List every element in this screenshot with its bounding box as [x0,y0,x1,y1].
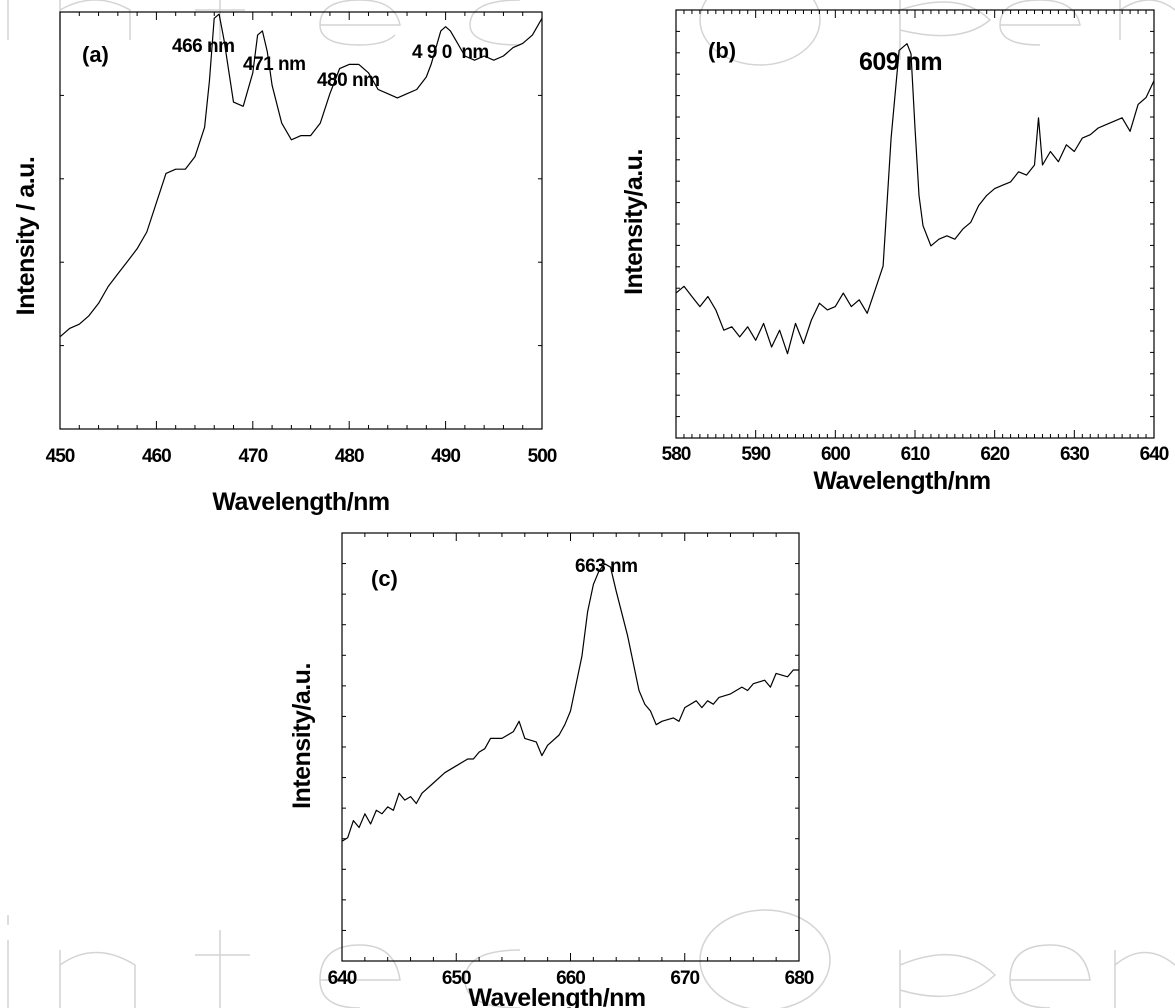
x-tick-label: 580 [662,444,691,465]
x-tick-label: 640 [328,968,357,989]
panel-c-spectrum-line [341,563,799,842]
peak-label-663: 663 nm [575,556,637,577]
x-tick-label: 660 [556,968,585,989]
x-tick-label: 590 [741,444,770,465]
panel-a-ticks [59,12,543,429]
panel-b-label: (b) [708,38,736,63]
x-tick-label: 610 [901,444,930,465]
panel-a-spectrum-line [59,13,543,338]
x-tick-label: 490 [431,446,460,467]
panel-a-plot-frame [59,11,543,430]
x-tick-label: 600 [821,444,850,465]
watermark [7,0,1175,1008]
panel-a-label: (a) [82,42,109,67]
panel-b-ticks [675,10,1155,438]
panel-a: (a) 466 nm 471 nm 480 nm 4 9 0 nm 450 460… [12,11,558,516]
panel-b-x-axis-title: Wavelength/nm [813,467,990,495]
x-tick-label: 450 [46,446,75,467]
panel-c-x-tick-labels: 640 650 660 670 680 [328,968,815,989]
x-tick-label: 470 [238,446,267,467]
x-tick-label: 500 [528,446,557,467]
peak-label-466: 466 nm [172,36,234,57]
panel-c-ticks [341,533,800,961]
x-tick-label: 640 [1140,444,1169,465]
panel-b-x-tick-labels: 580 590 600 610 620 630 640 [662,444,1170,465]
peak-label-609: 609 nm [859,48,942,76]
panel-a-x-tick-labels: 450 460 470 480 490 500 [46,446,558,467]
peak-label-480: 480 nm [317,70,379,91]
peak-label-471: 471 nm [243,54,305,75]
x-tick-label: 630 [1060,444,1089,465]
panel-c-x-axis-title: Wavelength/nm [468,984,645,1008]
panel-b: (b) 609 nm 580 590 600 610 620 630 640 Wavelen… [620,9,1170,495]
x-tick-label: 480 [335,446,364,467]
x-tick-label: 680 [785,968,814,989]
panel-c-label: (c) [371,566,398,591]
panel-c: (c) 663 nm 640 650 660 670 680 Wavelength/nm… [288,532,815,1008]
x-tick-label: 670 [670,968,699,989]
panel-c-plot-frame [341,532,800,962]
peak-label-490: 4 9 0 nm [412,42,489,63]
x-tick-label: 620 [980,444,1009,465]
panel-a-y-axis-title: Intensity / a.u. [12,157,40,316]
x-tick-label: 650 [442,968,471,989]
panel-c-y-axis-title: Intensity/a.u. [288,663,316,809]
panel-b-spectrum-line [675,43,1155,355]
x-tick-label: 460 [142,446,171,467]
panel-b-y-axis-title: Intensity/a.u. [620,149,648,295]
panel-a-x-axis-title: Wavelength/nm [212,488,389,516]
